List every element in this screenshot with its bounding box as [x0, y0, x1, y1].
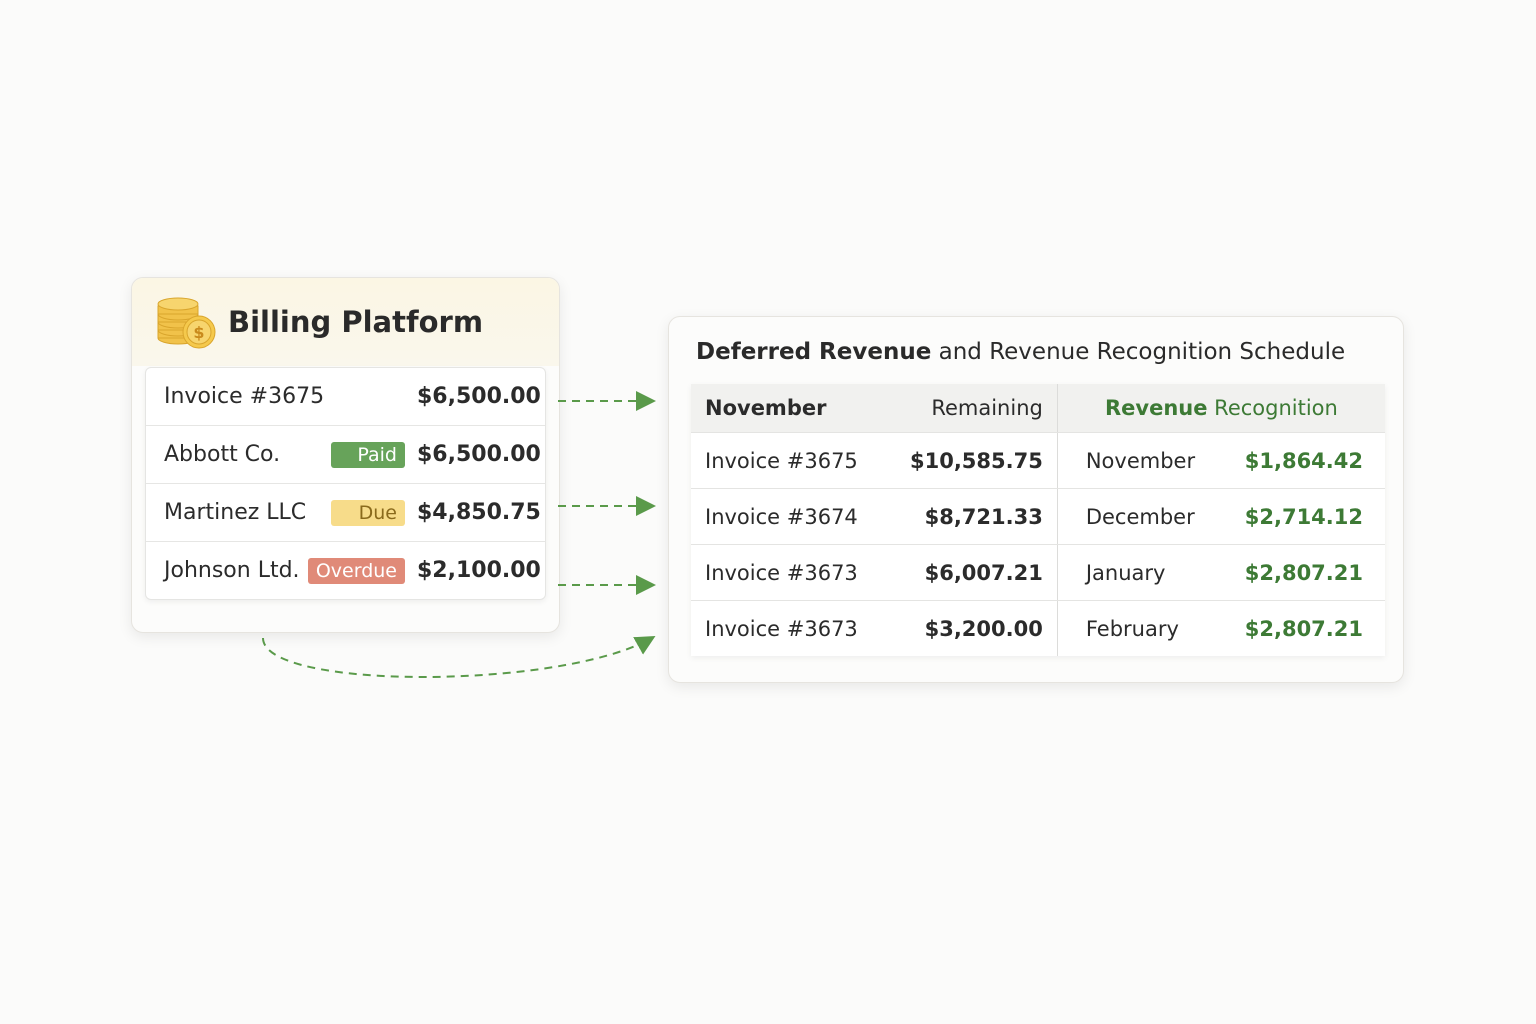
customer-name: Abbott Co. [164, 442, 281, 467]
table-row[interactable]: Invoice #3675 $10,585.75 November $1,864… [691, 432, 1385, 489]
invoice-cell: Invoice #3675 [691, 432, 885, 489]
status-badge: Overdue [307, 557, 405, 584]
schedule-title: Deferred Revenue and Revenue Recognition… [696, 339, 1345, 365]
header-recognition: Revenue Recognition [1057, 384, 1385, 433]
list-item[interactable]: Invoice #3675 $6,500.00 [146, 368, 545, 426]
title-rest: and Revenue Recognition Schedule [931, 339, 1346, 365]
billing-title: Billing Platform [228, 305, 484, 339]
invoice-cell: Invoice #3674 [691, 488, 885, 545]
customer-name: Johnson Ltd. [164, 558, 300, 583]
list-item[interactable]: Johnson Ltd. Overdue $2,100.00 [146, 542, 545, 599]
status-badge: Due [331, 499, 405, 526]
invoice-amount: $4,850.75 [417, 500, 541, 525]
recognized-cell: $2,807.21 [1219, 544, 1385, 601]
recognized-cell: $2,807.21 [1244, 616, 1363, 641]
header-rec-bold: Revenue [1105, 396, 1208, 420]
table-header: November Remaining Revenue Recognition [691, 384, 1385, 433]
invoice-amount: $2,100.00 [417, 558, 541, 583]
month-cell: November [1057, 432, 1220, 489]
list-item[interactable]: Abbott Co. Paid $6,500.00 [146, 426, 545, 484]
table-row[interactable]: Invoice #3673 $3,200.00 February $2,807.… [691, 600, 1385, 656]
header-month: November [691, 384, 885, 433]
month-cell: February [1085, 616, 1179, 641]
customer-name: Martinez LLC [164, 500, 307, 525]
coin-stack-icon: $ [157, 297, 216, 349]
invoice-list: Invoice #3675 $6,500.00 Abbott Co. Paid … [145, 367, 546, 600]
svg-text:$: $ [193, 323, 204, 342]
schedule-table: November Remaining Revenue Recognition I… [691, 384, 1385, 656]
recognized-cell: $2,714.12 [1219, 488, 1385, 545]
revenue-schedule-card: Deferred Revenue and Revenue Recognition… [668, 316, 1404, 683]
billing-header: $ Billing Platform [132, 278, 559, 366]
remaining-cell: $8,721.33 [884, 488, 1058, 545]
remaining-cell: $3,200.00 [884, 600, 1058, 656]
billing-platform-card: $ Billing Platform Invoice #3675 $6,500.… [131, 277, 560, 633]
status-badge: Paid [331, 441, 405, 468]
curved-arrow-icon [262, 636, 656, 678]
list-item[interactable]: Martinez LLC Due $4,850.75 [146, 484, 545, 542]
invoice-amount: $6,500.00 [417, 442, 541, 467]
invoice-amount: $6,500.00 [417, 384, 541, 409]
invoice-cell: Invoice #3673 [705, 616, 858, 641]
title-bold: Deferred Revenue [696, 339, 932, 365]
table-row[interactable]: Invoice #3674 $8,721.33 December $2,714.… [691, 488, 1385, 545]
invoice-name: Invoice #3675 [164, 384, 325, 409]
month-cell: January [1057, 544, 1220, 601]
header-rec-rest: Recognition [1207, 396, 1338, 420]
header-remaining: Remaining [884, 384, 1058, 433]
remaining-cell: $6,007.21 [884, 544, 1058, 601]
invoice-cell: Invoice #3673 [691, 544, 885, 601]
month-cell: December [1057, 488, 1220, 545]
recognized-cell: $1,864.42 [1219, 432, 1385, 489]
table-row[interactable]: Invoice #3673 $6,007.21 January $2,807.2… [691, 544, 1385, 601]
remaining-cell: $10,585.75 [884, 432, 1058, 489]
